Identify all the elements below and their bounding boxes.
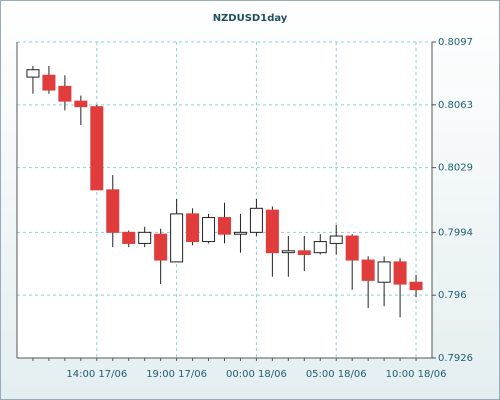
candle-body xyxy=(233,231,247,235)
candle-body xyxy=(377,261,391,283)
candle-body xyxy=(170,213,184,263)
x-tick-label: 05:00 18/06 xyxy=(306,369,367,380)
candle-body xyxy=(218,217,231,235)
candle-body xyxy=(329,235,343,244)
candle-body xyxy=(393,261,407,285)
candle-body xyxy=(202,217,216,243)
candle-body xyxy=(74,100,88,108)
y-tick-label: 0.796 xyxy=(438,290,467,301)
candle-body xyxy=(58,85,72,102)
y-tick-label: 0.8063 xyxy=(438,100,473,111)
candle-body xyxy=(345,235,359,261)
x-tick-label: 00:00 18/06 xyxy=(226,369,287,380)
y-tick-label: 0.8029 xyxy=(438,163,473,174)
candle-body xyxy=(297,250,311,256)
candle-body xyxy=(186,213,200,243)
plot-area xyxy=(17,42,432,358)
candle-body xyxy=(361,259,375,281)
y-tick-label: 0.7994 xyxy=(438,227,473,238)
candle-body xyxy=(106,189,120,233)
candle-body xyxy=(42,74,56,91)
y-tick-label: 0.7926 xyxy=(438,353,473,364)
y-tick-label: 0.8097 xyxy=(438,37,473,48)
candle-body xyxy=(265,209,279,254)
candle-body xyxy=(313,241,327,254)
candle-body xyxy=(90,106,104,191)
candle-body xyxy=(138,231,152,244)
candle-body xyxy=(26,69,40,78)
candle-body xyxy=(122,231,136,244)
chart-title: NZDUSD1day xyxy=(213,13,288,24)
candle-body xyxy=(249,207,263,233)
x-tick-label: 14:00 17/06 xyxy=(66,369,127,380)
x-tick-label: 19:00 17/06 xyxy=(146,369,207,380)
candle-body xyxy=(409,281,423,291)
candle-body xyxy=(154,233,168,261)
x-tick-label: 10:00 18/06 xyxy=(386,369,447,380)
candle-body xyxy=(281,250,295,254)
